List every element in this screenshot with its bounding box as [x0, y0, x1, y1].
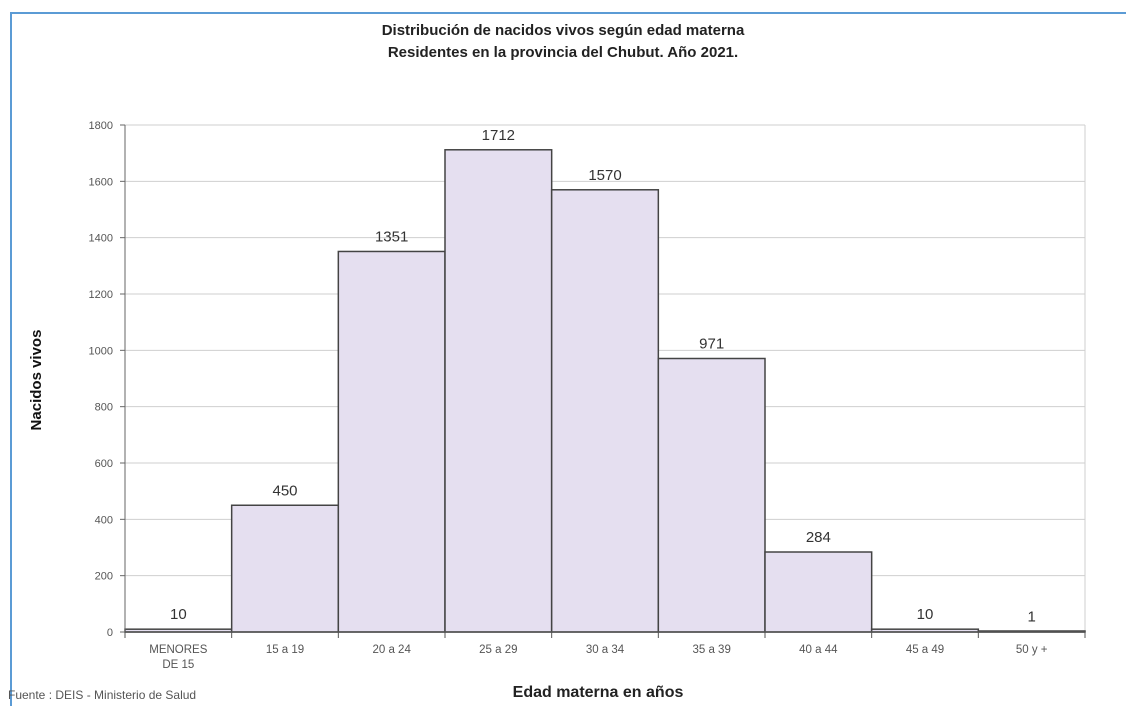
x-tick-label: 35 a 39	[692, 644, 730, 656]
bar	[337, 250, 446, 633]
x-tick-label: 30 a 34	[586, 644, 625, 656]
y-tick-label: 1000	[89, 345, 113, 357]
bar	[657, 357, 766, 633]
x-tick-label: 15 a 19	[266, 644, 304, 656]
axes	[120, 124, 1086, 638]
y-tick-label: 200	[95, 571, 113, 583]
x-tick-label: MENORES DE 15	[149, 644, 207, 671]
bar	[550, 189, 660, 633]
y-tick-label: 800	[95, 402, 113, 414]
bars	[124, 149, 1086, 633]
y-tick-label: 1800	[89, 120, 113, 132]
x-axis-label: Edad materna en años	[513, 684, 684, 701]
data-labels: 10 450 1351 1712 1570 971 284 10 1	[170, 127, 1036, 626]
data-label: 1351	[375, 228, 408, 245]
y-tick-label: 1200	[89, 289, 113, 301]
data-label: 1	[1027, 609, 1035, 626]
data-label: 1570	[588, 167, 621, 184]
y-tick-label: 600	[95, 458, 113, 470]
y-tick-label: 400	[95, 514, 113, 526]
x-tick-label: 45 a 49	[906, 644, 944, 656]
frame-border-left	[10, 12, 12, 706]
x-tick-label: 40 a 44	[799, 644, 838, 656]
data-label: 450	[272, 482, 297, 499]
y-axis-label: Nacidos vivos	[28, 330, 45, 431]
bar	[764, 551, 873, 633]
chart-subtitle: Residentes en la provincia del Chubut. A…	[387, 44, 739, 61]
x-tick-labels: MENORES DE 15 15 a 19 20 a 24 25 a 29 30 a 34…	[149, 644, 1048, 671]
data-label: 10	[170, 606, 187, 623]
data-label: 10	[917, 606, 934, 623]
bar	[230, 504, 340, 633]
bar	[444, 149, 553, 633]
x-tick-label: 25 a 29	[479, 644, 517, 656]
chart-title: Distribución de nacidos vivos según edad…	[381, 22, 745, 39]
data-label: 1712	[482, 127, 515, 144]
y-tick-labels: 0 200 400 600 800 1000 1200 1400 1600 1800	[89, 120, 113, 639]
data-label: 284	[806, 529, 831, 546]
y-tick-label: 1600	[89, 176, 113, 188]
x-tick-label: 20 a 24	[372, 644, 411, 656]
frame-border-top	[10, 12, 1126, 14]
data-label: 971	[699, 336, 724, 353]
y-tick-label: 1400	[89, 233, 113, 245]
source-note: Fuente : DEIS - Ministerio de Salud	[8, 688, 197, 702]
y-tick-label: 0	[107, 627, 113, 639]
x-tick-label: 50 y +	[1016, 644, 1048, 656]
